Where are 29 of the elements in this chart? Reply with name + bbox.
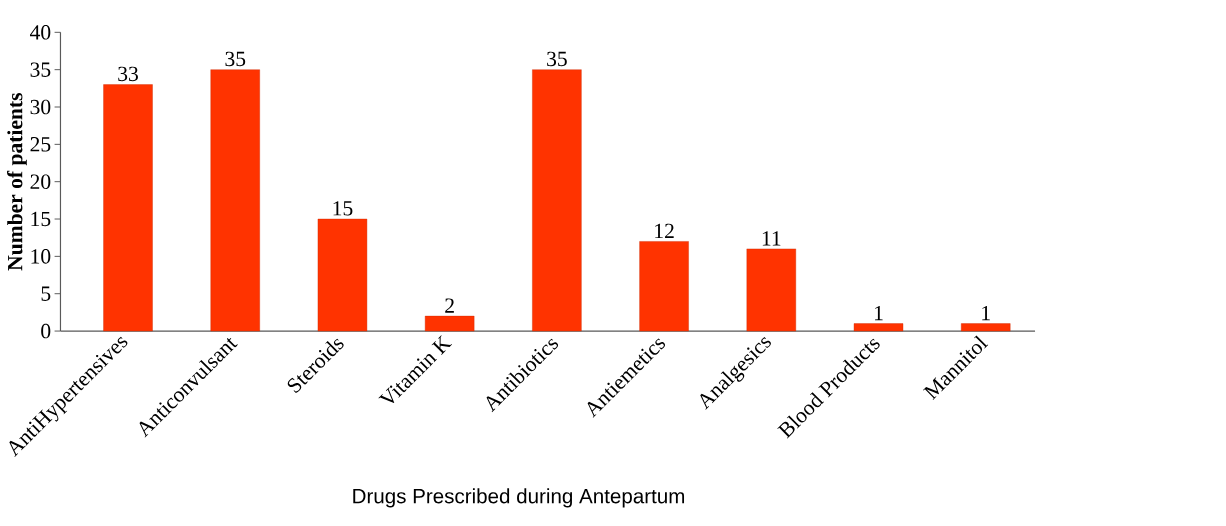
y-tick-label: 5 — [41, 286, 51, 301]
y-tick-label: 35 — [30, 62, 51, 77]
bar — [961, 323, 1011, 332]
y-axis-title: Number of patients — [7, 93, 27, 271]
x-axis-title: Drugs Prescribed during Antepartum — [353, 488, 685, 508]
bar — [210, 69, 260, 332]
y-tick-label: 15 — [31, 211, 51, 227]
data-label: 15 — [333, 201, 353, 216]
data-label: 1 — [982, 305, 990, 321]
data-label: 35 — [225, 51, 246, 67]
bar — [424, 315, 475, 332]
bar — [532, 69, 582, 332]
data-label: 2 — [445, 298, 454, 313]
data-label: 12 — [655, 223, 674, 238]
y-tick-label: 25 — [30, 137, 51, 152]
bar — [639, 241, 689, 332]
bar — [853, 323, 904, 332]
y-tick-label: 30 — [30, 99, 51, 115]
bar — [746, 248, 796, 332]
data-label: 11 — [762, 231, 781, 246]
bar — [317, 218, 368, 332]
bar — [103, 84, 153, 332]
data-label: 33 — [118, 66, 138, 82]
data-label: 35 — [547, 51, 567, 67]
y-tick-label: 20 — [30, 174, 51, 189]
y-tick-label: 40 — [30, 25, 51, 40]
data-label: 1 — [875, 305, 883, 321]
y-tick-label: 0 — [41, 323, 51, 339]
y-tick-label: 10 — [31, 249, 51, 264]
